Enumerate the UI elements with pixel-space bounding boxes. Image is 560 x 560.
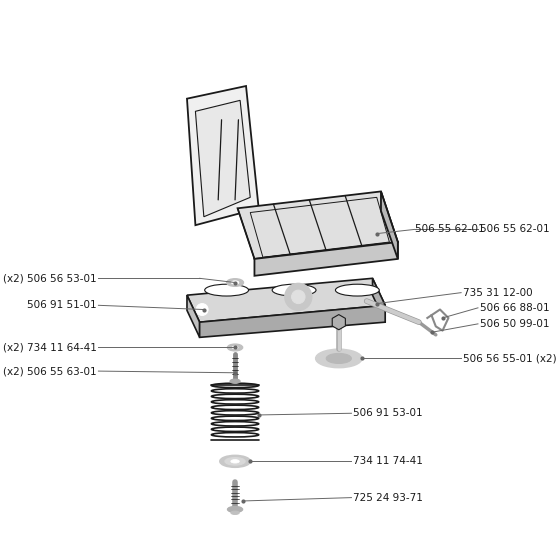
Ellipse shape [232,346,238,349]
Polygon shape [381,192,398,259]
Ellipse shape [272,284,316,296]
Ellipse shape [220,455,250,467]
Ellipse shape [230,379,240,384]
Circle shape [285,283,312,310]
Polygon shape [187,295,199,337]
Ellipse shape [316,349,362,368]
Polygon shape [246,208,260,259]
Polygon shape [372,278,385,322]
Text: 725 24 93-71: 725 24 93-71 [353,493,423,503]
Polygon shape [254,242,398,276]
Polygon shape [195,100,250,217]
Ellipse shape [326,353,352,363]
Text: 506 91 53-01: 506 91 53-01 [353,408,423,418]
Ellipse shape [227,279,244,286]
Text: 506 56 55-01 (x2): 506 56 55-01 (x2) [463,353,557,363]
Polygon shape [237,192,398,259]
Text: (x2) 506 56 53-01: (x2) 506 56 53-01 [3,273,97,283]
Ellipse shape [205,284,249,296]
Ellipse shape [231,281,239,284]
Polygon shape [332,315,346,330]
Text: 506 55 62-01: 506 55 62-01 [480,225,549,235]
Ellipse shape [231,460,239,463]
Polygon shape [187,278,385,322]
Text: 506 55 62-01: 506 55 62-01 [415,225,484,235]
Text: (x2) 734 11 64-41: (x2) 734 11 64-41 [3,343,97,352]
Text: 506 91 51-01: 506 91 51-01 [27,300,97,310]
Polygon shape [199,305,385,337]
Ellipse shape [335,284,379,296]
Ellipse shape [227,344,242,351]
Text: 735 31 12-00: 735 31 12-00 [463,288,533,298]
Polygon shape [259,208,288,242]
Ellipse shape [225,458,245,465]
Circle shape [196,304,208,315]
Text: (x2) 506 55 63-01: (x2) 506 55 63-01 [3,366,97,376]
Text: 506 50 99-01: 506 50 99-01 [480,319,549,329]
Circle shape [292,290,305,304]
Text: 506 66 88-01: 506 66 88-01 [480,303,549,313]
Text: 734 11 74-41: 734 11 74-41 [353,456,423,466]
Ellipse shape [227,506,242,512]
Ellipse shape [231,511,239,515]
Polygon shape [187,86,259,225]
